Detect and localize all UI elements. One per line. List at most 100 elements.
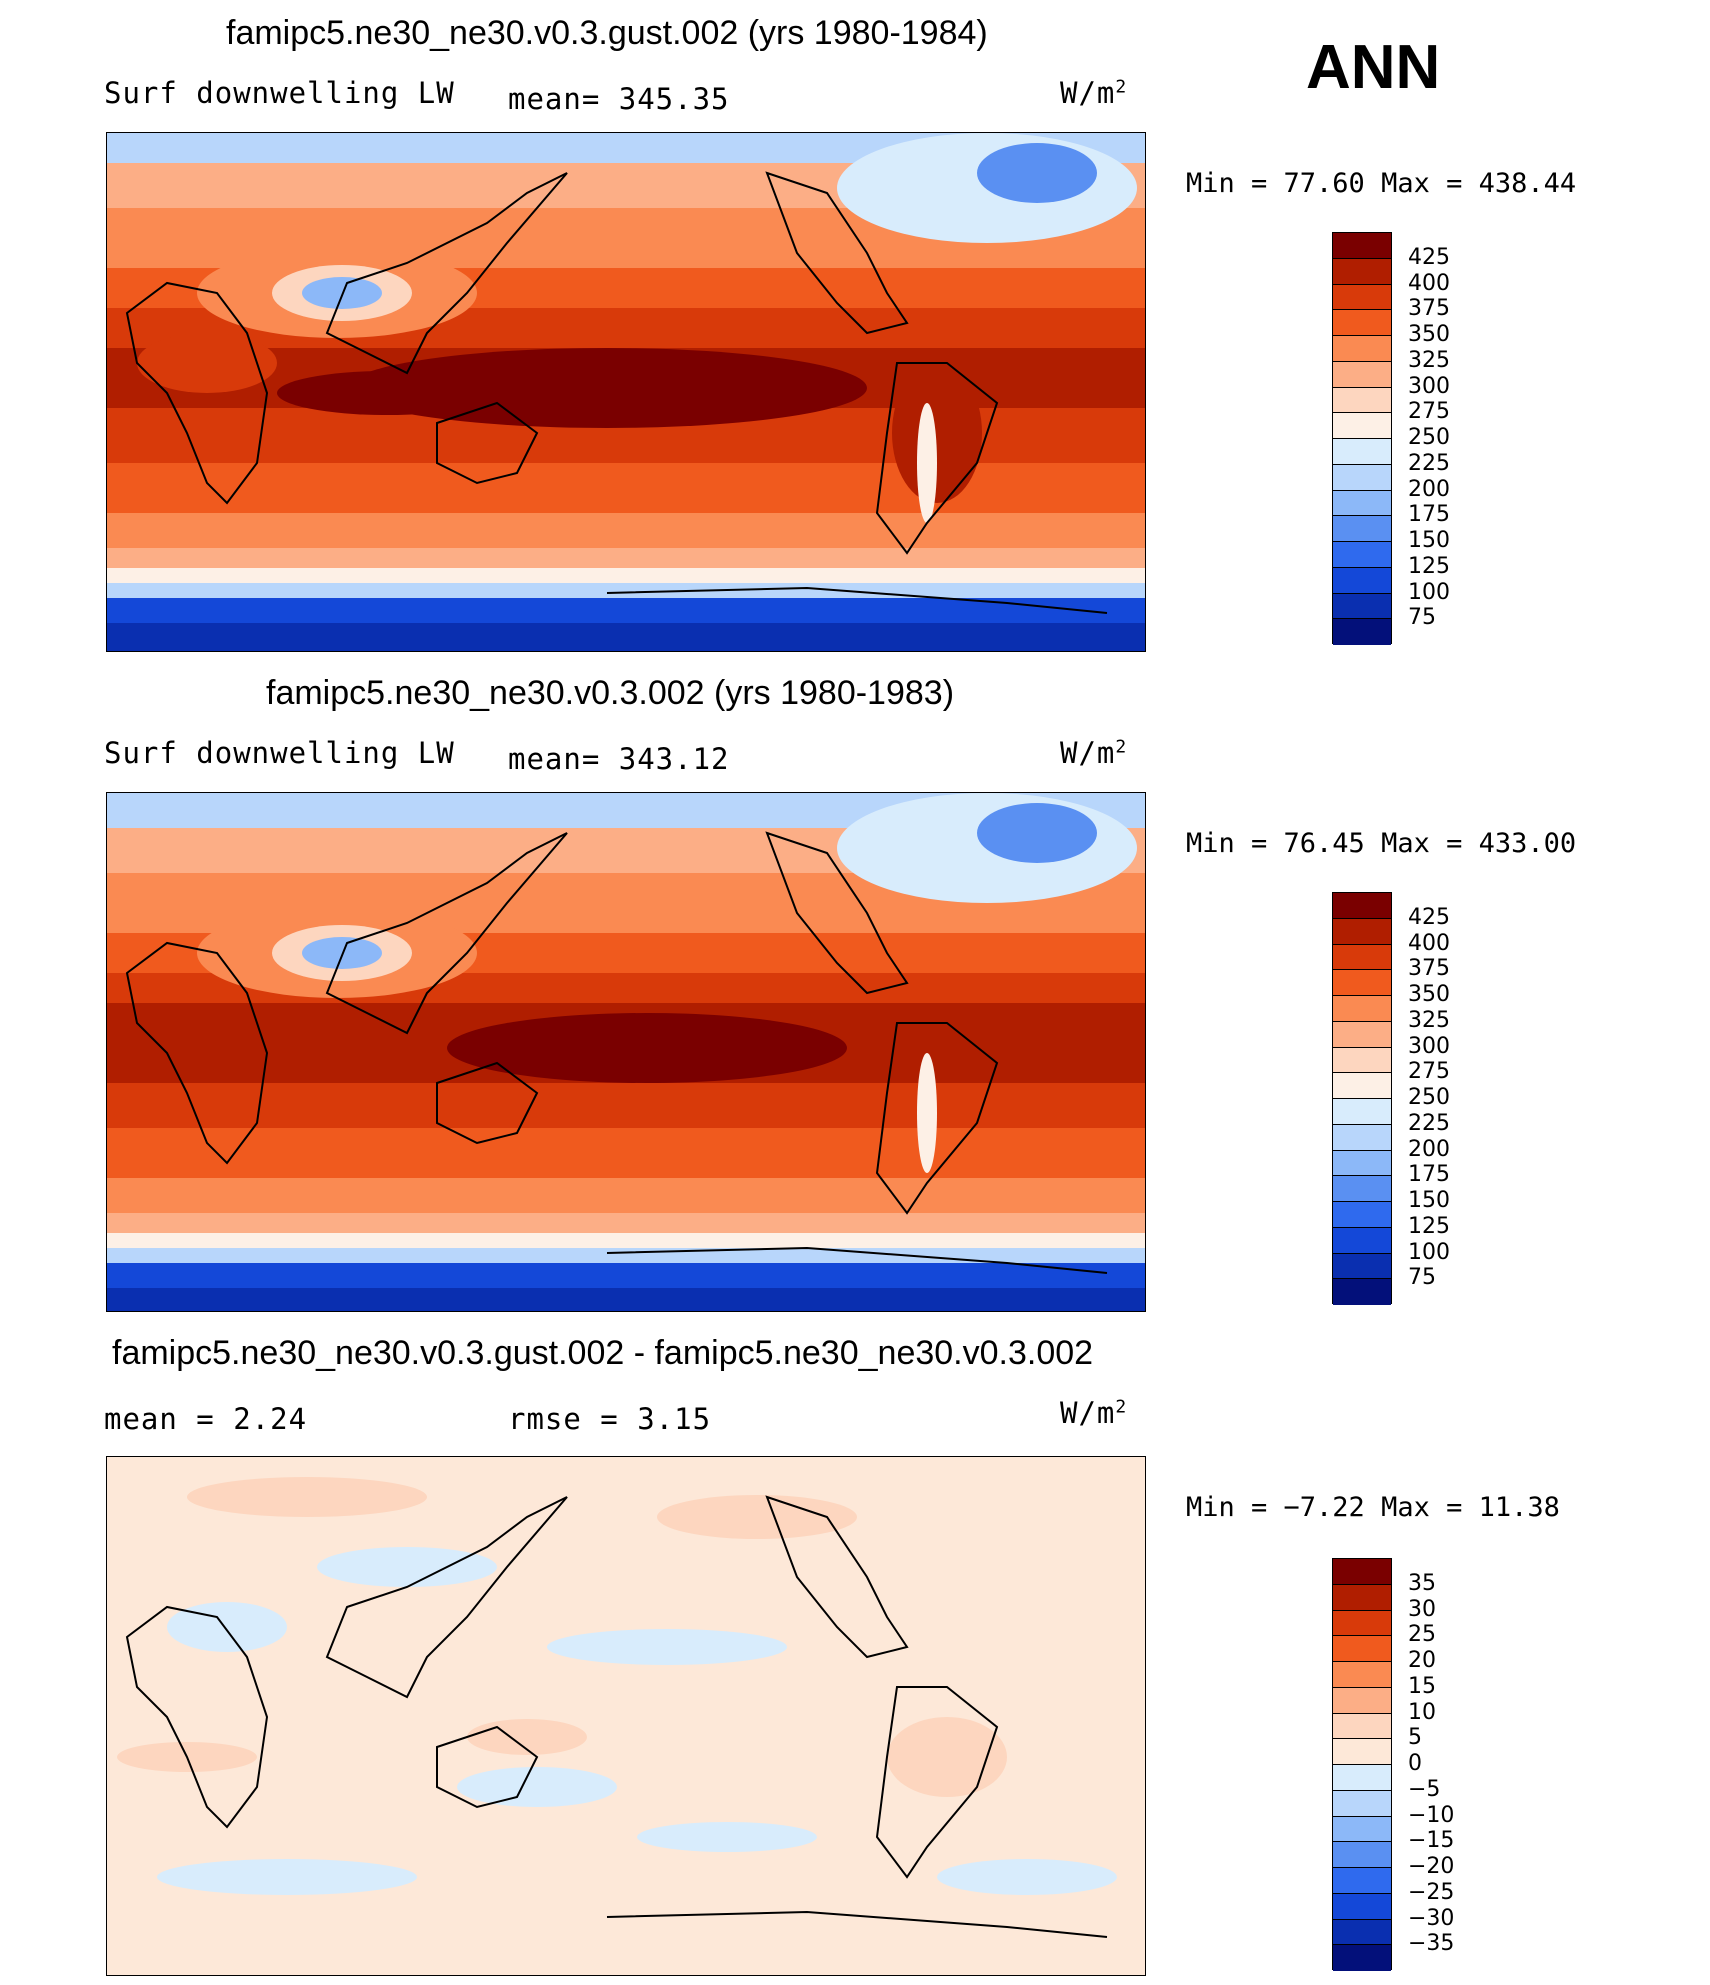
colorbar-swatch: [1333, 1559, 1391, 1585]
colorbar-swatch: [1333, 336, 1391, 362]
colorbar-tick-label: 0: [1408, 1751, 1422, 1776]
colorbar-swatch: [1333, 1739, 1391, 1765]
colorbar-swatch: [1333, 1662, 1391, 1688]
colorbar-tick-label: 325: [1408, 347, 1450, 373]
colorbar-swatch: [1333, 1176, 1391, 1202]
colorbar-swatch: [1333, 1945, 1391, 1971]
colorbar-swatch: [1333, 1816, 1391, 1843]
colorbar-swatch: [1333, 258, 1391, 285]
panel1-variable-label: Surf downwelling LW: [104, 76, 455, 110]
colorbar-swatch: [1333, 361, 1391, 388]
colorbar-tick-label: 10: [1408, 1699, 1436, 1725]
colorbar-swatch: [1333, 1584, 1391, 1611]
colorbar-swatch: [1333, 1610, 1391, 1637]
colorbar-swatch: [1333, 1124, 1391, 1151]
panel3-rmse-label: rmse = 3.15: [508, 1402, 712, 1436]
panel2-title: famipc5.ne30_ne30.v0.3.002 (yrs 1980-198…: [266, 674, 955, 712]
colorbar-swatch: [1333, 1868, 1391, 1894]
colorbar-swatch: [1333, 1279, 1391, 1305]
colorbar-tick-label: 5: [1408, 1725, 1422, 1751]
colorbar-tick-label: 200: [1408, 476, 1450, 502]
colorbar-swatch: [1333, 1253, 1391, 1280]
colorbar-tick-label: 250: [1408, 1085, 1450, 1110]
colorbar-tick-label: −30: [1408, 1905, 1455, 1931]
colorbar-swatch: [1333, 1687, 1391, 1714]
colorbar-swatch: [1333, 1021, 1391, 1048]
colorbar-swatch: [1333, 593, 1391, 620]
colorbar-tick-label: 400: [1408, 270, 1450, 296]
colorbar-tick-label: 275: [1408, 1059, 1450, 1085]
colorbar-swatch: [1333, 1765, 1391, 1791]
panel3-title: famipc5.ne30_ne30.v0.3.gust.002 - famipc…: [112, 1334, 1094, 1372]
panel1-mean-label: mean= 345.35: [508, 82, 730, 116]
panel3-contour-field: [107, 1457, 1145, 1975]
colorbar-tick-label: 175: [1408, 1162, 1450, 1188]
panel3-map: [106, 1456, 1146, 1976]
colorbar-swatch: [1333, 1893, 1391, 1920]
panel3-colorbar: [1332, 1558, 1392, 1971]
panel1-map: [106, 132, 1146, 652]
colorbar-tick-label: 150: [1408, 1188, 1450, 1213]
panel1-colorbar: [1332, 232, 1392, 645]
colorbar-tick-label: 35: [1408, 1570, 1436, 1596]
colorbar-swatch: [1333, 1099, 1391, 1125]
colorbar-tick-label: 75: [1408, 605, 1436, 631]
colorbar-tick-label: 125: [1408, 1213, 1450, 1239]
colorbar-tick-label: 350: [1408, 322, 1450, 347]
colorbar-swatch: [1333, 1150, 1391, 1177]
colorbar-tick-label: −25: [1408, 1879, 1455, 1905]
colorbar-swatch: [1333, 284, 1391, 311]
panel1-units-label: W/m2: [1060, 76, 1128, 110]
colorbar-swatch: [1333, 1227, 1391, 1254]
colorbar-tick-label: 20: [1408, 1648, 1436, 1673]
colorbar-swatch: [1333, 233, 1391, 259]
colorbar-swatch: [1333, 387, 1391, 414]
colorbar-tick-label: 275: [1408, 399, 1450, 425]
colorbar-swatch: [1333, 944, 1391, 971]
colorbar-swatch: [1333, 464, 1391, 491]
panel1-title: famipc5.ne30_ne30.v0.3.gust.002 (yrs 198…: [226, 14, 988, 52]
colorbar-swatch: [1333, 918, 1391, 945]
panel1-minmax: Min = 77.60 Max = 438.44: [1186, 168, 1577, 199]
colorbar-swatch: [1333, 1842, 1391, 1868]
colorbar-tick-label: −20: [1408, 1854, 1455, 1879]
colorbar-tick-label: 225: [1408, 450, 1450, 476]
colorbar-swatch: [1333, 1047, 1391, 1074]
colorbar-swatch: [1333, 893, 1391, 919]
colorbar-tick-label: 300: [1408, 1033, 1450, 1059]
panel2-units-label: W/m2: [1060, 736, 1128, 770]
panel3-units-label: W/m2: [1060, 1396, 1128, 1430]
colorbar-swatch: [1333, 567, 1391, 594]
colorbar-swatch: [1333, 1713, 1391, 1740]
colorbar-tick-label: 375: [1408, 956, 1450, 982]
colorbar-tick-label: 400: [1408, 930, 1450, 956]
colorbar-tick-label: 25: [1408, 1622, 1436, 1648]
colorbar-swatch: [1333, 310, 1391, 336]
panel3-mean-label: mean = 2.24: [104, 1402, 308, 1436]
colorbar-tick-label: 75: [1408, 1265, 1436, 1291]
colorbar-swatch: [1333, 1790, 1391, 1817]
colorbar-swatch: [1333, 1636, 1391, 1662]
colorbar-swatch: [1333, 490, 1391, 517]
colorbar-swatch: [1333, 413, 1391, 439]
colorbar-tick-label: −5: [1408, 1776, 1441, 1802]
colorbar-swatch: [1333, 542, 1391, 568]
colorbar-swatch: [1333, 1919, 1391, 1946]
colorbar-tick-label: 125: [1408, 553, 1450, 579]
colorbar-tick-label: 200: [1408, 1136, 1450, 1162]
colorbar-tick-label: 100: [1408, 1239, 1450, 1265]
colorbar-swatch: [1333, 516, 1391, 542]
colorbar-swatch: [1333, 1073, 1391, 1099]
panel1-contour-field: [107, 133, 1145, 651]
colorbar-tick-label: −35: [1408, 1931, 1455, 1957]
colorbar-tick-label: 250: [1408, 425, 1450, 450]
colorbar-swatch: [1333, 996, 1391, 1022]
colorbar-tick-label: 425: [1408, 904, 1450, 930]
colorbar-tick-label: 175: [1408, 502, 1450, 528]
colorbar-tick-label: 15: [1408, 1673, 1436, 1699]
colorbar-tick-label: 350: [1408, 982, 1450, 1007]
colorbar-tick-label: 150: [1408, 528, 1450, 553]
panel2-variable-label: Surf downwelling LW: [104, 736, 455, 770]
panel2-minmax: Min = 76.45 Max = 433.00: [1186, 828, 1577, 859]
colorbar-tick-label: 300: [1408, 373, 1450, 399]
